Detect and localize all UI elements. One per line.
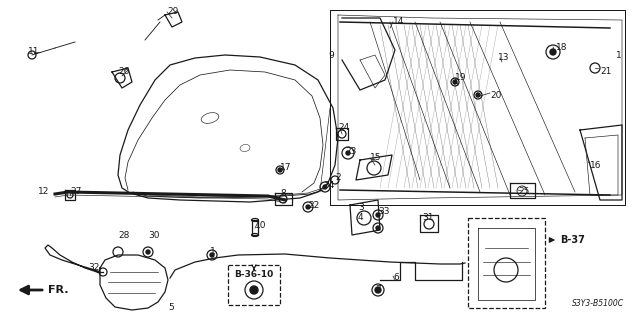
Circle shape <box>346 151 350 155</box>
Text: 19: 19 <box>455 73 467 83</box>
Text: 7: 7 <box>375 286 381 294</box>
Text: 23: 23 <box>345 147 356 157</box>
Text: 34: 34 <box>323 181 334 189</box>
Circle shape <box>306 205 310 209</box>
Text: 27: 27 <box>70 188 81 197</box>
Text: 32: 32 <box>88 263 99 272</box>
Text: 33: 33 <box>378 207 390 217</box>
Text: 9: 9 <box>328 50 333 60</box>
Text: 14: 14 <box>393 18 404 26</box>
Text: 6: 6 <box>393 273 399 283</box>
Text: B-37: B-37 <box>560 235 585 245</box>
Circle shape <box>250 286 258 294</box>
Text: 8: 8 <box>280 189 285 197</box>
Text: 18: 18 <box>556 43 568 53</box>
Circle shape <box>453 80 457 84</box>
Text: 10: 10 <box>255 220 266 229</box>
Text: 1: 1 <box>210 248 216 256</box>
Text: 15: 15 <box>370 153 381 162</box>
Text: B-36-10: B-36-10 <box>234 270 274 279</box>
Circle shape <box>376 226 380 230</box>
Circle shape <box>210 253 214 257</box>
Circle shape <box>376 213 380 217</box>
Text: 17: 17 <box>280 164 291 173</box>
Text: 31: 31 <box>422 213 433 222</box>
Text: 11: 11 <box>28 48 40 56</box>
Text: 16: 16 <box>590 160 602 169</box>
Text: 29: 29 <box>167 8 179 17</box>
Text: 12: 12 <box>38 188 49 197</box>
Text: FR.: FR. <box>48 285 68 295</box>
Text: 25: 25 <box>518 188 529 197</box>
Circle shape <box>278 168 282 172</box>
Text: 2: 2 <box>335 174 340 182</box>
Text: 3: 3 <box>358 204 364 212</box>
Text: 28: 28 <box>118 231 129 240</box>
Circle shape <box>550 49 556 55</box>
Text: 13: 13 <box>498 54 509 63</box>
Text: 5: 5 <box>168 303 173 313</box>
Circle shape <box>375 287 381 293</box>
Circle shape <box>323 185 327 189</box>
Text: 1: 1 <box>616 50 621 60</box>
Circle shape <box>476 93 480 97</box>
Text: 26: 26 <box>118 68 129 77</box>
Text: 24: 24 <box>338 123 349 132</box>
Text: 4: 4 <box>358 213 364 222</box>
Text: S3Y3-B5100C: S3Y3-B5100C <box>572 299 624 308</box>
Text: 22: 22 <box>308 201 319 210</box>
Text: 30: 30 <box>148 231 159 240</box>
Circle shape <box>146 250 150 254</box>
Text: 20: 20 <box>490 91 501 100</box>
Text: 21: 21 <box>600 68 611 77</box>
